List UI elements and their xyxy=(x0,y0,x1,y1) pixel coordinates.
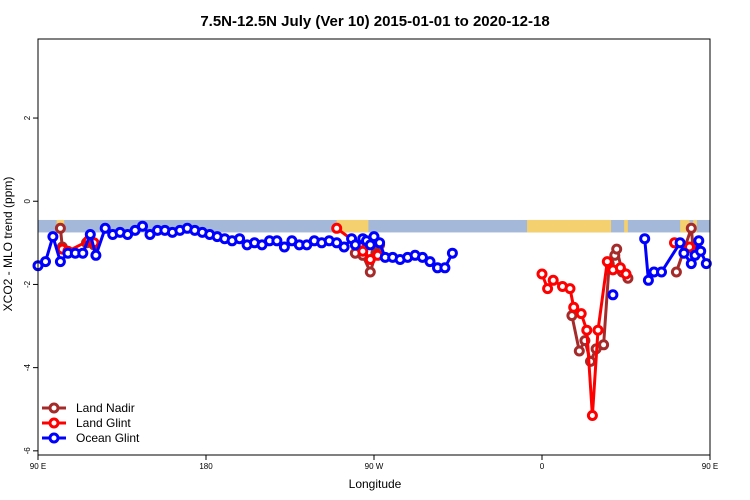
legend-swatch-marker xyxy=(48,402,60,414)
data-point xyxy=(40,256,51,268)
data-point xyxy=(700,258,712,270)
data-point xyxy=(364,266,376,278)
data-point xyxy=(695,245,707,257)
series-ocean-glint xyxy=(32,220,712,301)
land-strip-segment xyxy=(680,219,690,233)
legend-swatch-marker xyxy=(48,417,60,429)
data-point xyxy=(54,256,66,268)
legend-swatch-marker xyxy=(48,432,60,444)
chart-title: 7.5N-12.5N July (Ver 10) 2015-01-01 to 2… xyxy=(200,13,549,30)
data-point xyxy=(547,274,559,286)
x-tick-label: 90 E xyxy=(702,462,718,471)
y-tick-label: 0 xyxy=(23,198,32,203)
data-point xyxy=(592,324,604,336)
data-point xyxy=(614,262,626,274)
data-point xyxy=(90,249,102,261)
data-point xyxy=(564,283,576,295)
legend-label: Land Glint xyxy=(76,416,131,430)
y-tick-label: 2 xyxy=(23,115,32,120)
legend-label: Ocean Glint xyxy=(76,431,140,445)
data-point xyxy=(586,410,598,421)
legend-label: Land Nadir xyxy=(76,401,135,415)
data-point xyxy=(364,239,376,251)
y-tick-label: -2 xyxy=(23,280,32,288)
land-strip-segment xyxy=(527,219,612,233)
data-point xyxy=(607,289,619,301)
legend: Land Nadir Land Glint Ocean Glint xyxy=(42,401,140,445)
data-point xyxy=(685,258,697,270)
data-point xyxy=(234,233,246,245)
data-point xyxy=(47,231,59,243)
data-point xyxy=(678,247,690,259)
data-point xyxy=(424,256,436,268)
data-point xyxy=(331,222,343,234)
data-point xyxy=(271,235,283,247)
data-point xyxy=(77,247,89,259)
x-tick-label: 90 W xyxy=(365,462,384,471)
data-point xyxy=(601,256,613,268)
data-point xyxy=(542,283,554,295)
data-point xyxy=(656,266,667,278)
y-tick-label: -6 xyxy=(23,447,32,455)
x-tick-label: 180 xyxy=(199,462,213,471)
y-axis-ticks: -6 -4 -2 0 2 xyxy=(23,115,38,454)
data-point xyxy=(611,243,623,255)
data-point xyxy=(674,237,686,249)
data-point xyxy=(685,222,697,234)
legend-item-land-glint: Land Glint xyxy=(42,416,131,430)
y-tick-label: -4 xyxy=(23,364,32,372)
data-point xyxy=(374,237,386,249)
data-point xyxy=(349,239,361,251)
data-point xyxy=(357,245,369,257)
x-tick-label: 0 xyxy=(540,462,545,471)
data-point xyxy=(639,233,651,245)
data-point xyxy=(137,220,148,232)
x-axis-label: Longitude xyxy=(349,477,402,491)
data-point xyxy=(536,268,548,280)
y-axis-label: XCO2 - MLO trend (ppm) xyxy=(1,177,15,312)
legend-item-ocean-glint: Ocean Glint xyxy=(42,431,140,445)
data-point xyxy=(439,262,451,274)
land-strip-segment xyxy=(336,219,369,233)
data-point xyxy=(581,324,593,336)
data-point xyxy=(620,268,632,280)
data-point xyxy=(368,231,380,243)
data-point xyxy=(670,266,682,278)
legend-item-land-nadir: Land Nadir xyxy=(42,401,135,415)
series-layer xyxy=(32,220,712,421)
data-point xyxy=(446,247,458,259)
data-point xyxy=(693,235,705,247)
data-point xyxy=(278,241,290,253)
x-axis-ticks: 90 E 180 90 W 0 90 E xyxy=(30,455,718,471)
data-point xyxy=(54,222,66,234)
data-point xyxy=(84,229,96,240)
data-point xyxy=(575,308,587,320)
data-point xyxy=(573,345,585,357)
x-tick-label: 90 E xyxy=(30,462,46,471)
data-point xyxy=(338,241,350,253)
land-strip-segment xyxy=(624,219,628,233)
data-point xyxy=(598,339,610,351)
data-point xyxy=(566,310,578,322)
data-point xyxy=(642,274,654,286)
data-point xyxy=(568,301,580,313)
data-point xyxy=(99,222,111,234)
